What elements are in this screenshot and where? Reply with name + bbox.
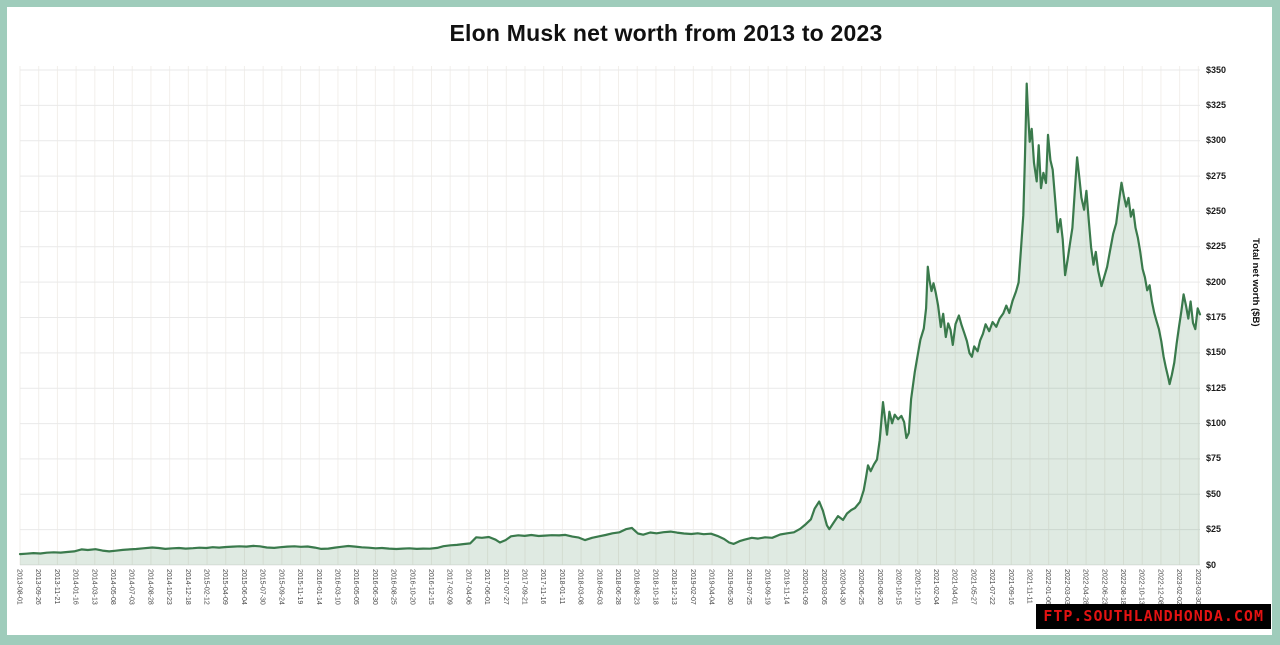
y-tick-label: $125 bbox=[1206, 382, 1227, 393]
x-tick-label: 2023-02-02 bbox=[1175, 569, 1183, 605]
chart-title: Elon Musk net worth from 2013 to 2023 bbox=[449, 20, 883, 46]
x-tick-label: 2018-08-23 bbox=[632, 569, 640, 605]
y-tick-label: $275 bbox=[1206, 170, 1227, 181]
y-tick-label: $300 bbox=[1206, 135, 1227, 146]
y-tick-label: $50 bbox=[1206, 488, 1222, 499]
x-tick-label: 2013-09-26 bbox=[34, 569, 42, 605]
x-tick-label: 2019-05-30 bbox=[726, 569, 734, 605]
x-tick-label: 2019-11-14 bbox=[782, 569, 790, 605]
y-tick-label: $350 bbox=[1206, 64, 1227, 75]
x-tick-label: 2019-09-19 bbox=[763, 569, 771, 605]
x-tick-label: 2016-10-20 bbox=[408, 569, 416, 605]
watermark: FTP.SOUTHLANDHONDA.COM bbox=[1036, 604, 1271, 629]
x-tick-label: 2014-05-08 bbox=[109, 569, 117, 605]
x-tick-label: 2016-05-05 bbox=[352, 569, 360, 605]
x-tick-label: 2015-07-30 bbox=[258, 569, 266, 605]
x-tick-label: 2021-02-04 bbox=[931, 569, 939, 605]
x-tick-label: 2019-04-04 bbox=[707, 569, 715, 605]
x-tick-label: 2020-04-30 bbox=[838, 569, 846, 605]
x-tick-label: 2020-10-15 bbox=[894, 569, 902, 605]
x-tick-label: 2014-03-13 bbox=[90, 569, 98, 605]
x-tick-label: 2017-06-01 bbox=[483, 569, 491, 605]
x-tick-label: 2020-01-09 bbox=[801, 569, 809, 605]
x-tick-label: 2020-08-20 bbox=[875, 569, 883, 605]
x-tick-label: 2013-08-01 bbox=[15, 569, 23, 605]
x-tick-label: 2022-12-08 bbox=[1156, 569, 1164, 605]
x-tick-label: 2018-05-03 bbox=[595, 569, 603, 605]
x-tick-label: 2016-01-14 bbox=[314, 569, 322, 605]
x-tick-label: 2014-07-03 bbox=[127, 569, 135, 605]
x-tick-label: 2017-07-27 bbox=[501, 569, 509, 605]
y-tick-label: $100 bbox=[1206, 418, 1227, 429]
x-tick-label: 2017-09-21 bbox=[520, 569, 528, 605]
y-axis-title: Total net worth ($B) bbox=[1250, 238, 1261, 327]
x-tick-label: 2021-04-01 bbox=[950, 569, 958, 605]
x-tick-label: 2018-06-28 bbox=[614, 569, 622, 605]
x-tick-label: 2018-01-11 bbox=[557, 569, 565, 605]
x-tick-label: 2020-12-10 bbox=[913, 569, 921, 605]
x-tick-label: 2015-11-19 bbox=[296, 569, 304, 605]
x-tick-label: 2014-01-16 bbox=[71, 569, 79, 605]
y-tick-label: $150 bbox=[1206, 347, 1227, 358]
x-tick-label: 2018-03-08 bbox=[576, 569, 584, 605]
y-tick-label: $75 bbox=[1206, 453, 1222, 464]
x-tick-label: 2014-10-23 bbox=[165, 569, 173, 605]
x-tick-label: 2022-08-18 bbox=[1119, 569, 1126, 605]
x-tick-label: 2015-09-24 bbox=[277, 569, 285, 605]
y-tick-label: $25 bbox=[1206, 524, 1222, 535]
x-tick-label: 2016-12-15 bbox=[426, 569, 434, 605]
y-tick-label: $325 bbox=[1206, 99, 1227, 110]
x-tick-label: 2015-02-12 bbox=[202, 569, 210, 605]
y-tick-label: $225 bbox=[1206, 241, 1227, 252]
x-tick-label: 2021-07-22 bbox=[988, 569, 996, 605]
x-tick-label: 2014-08-28 bbox=[146, 569, 154, 605]
x-tick-label: 2021-05-27 bbox=[969, 569, 977, 605]
x-tick-label: 2021-11-11 bbox=[1025, 569, 1033, 604]
y-tick-label: $250 bbox=[1206, 205, 1227, 216]
x-tick-label: 2021-09-16 bbox=[1006, 569, 1014, 605]
x-tick-label: 2016-06-30 bbox=[370, 569, 378, 605]
x-tick-label: 2013-11-21 bbox=[52, 569, 60, 605]
y-tick-label: $0 bbox=[1206, 559, 1217, 570]
x-tick-label: 2018-10-18 bbox=[651, 569, 659, 605]
x-tick-label: 2017-11-16 bbox=[539, 569, 547, 605]
x-tick-label: 2022-10-13 bbox=[1137, 569, 1145, 605]
x-tick-label: 2017-02-09 bbox=[445, 569, 453, 605]
x-tick-label: 2020-06-25 bbox=[857, 569, 865, 605]
x-tick-label: 2019-02-07 bbox=[688, 569, 696, 605]
x-tick-label: 2022-01-06 bbox=[1044, 569, 1052, 605]
x-tick-label: 2023-03-30 bbox=[1193, 569, 1201, 605]
y-tick-label: $200 bbox=[1206, 276, 1227, 287]
x-tick-label: 2020-03-05 bbox=[819, 569, 827, 605]
x-tick-label: 2022-06-23 bbox=[1100, 569, 1108, 605]
y-tick-label: $175 bbox=[1206, 312, 1227, 322]
x-tick-label: 2015-06-04 bbox=[239, 569, 247, 605]
x-tick-label: 2016-03-10 bbox=[333, 569, 341, 605]
x-tick-label: 2015-04-09 bbox=[221, 569, 229, 605]
x-tick-label: 2018-12-13 bbox=[670, 569, 678, 605]
x-tick-label: 2022-03-03 bbox=[1062, 569, 1070, 605]
x-tick-label: 2022-04-28 bbox=[1081, 569, 1089, 605]
x-tick-label: 2016-08-25 bbox=[389, 569, 397, 605]
x-tick-label: 2017-04-06 bbox=[464, 569, 472, 605]
x-tick-label: 2019-07-25 bbox=[744, 569, 752, 605]
x-tick-label: 2014-12-18 bbox=[183, 569, 191, 605]
